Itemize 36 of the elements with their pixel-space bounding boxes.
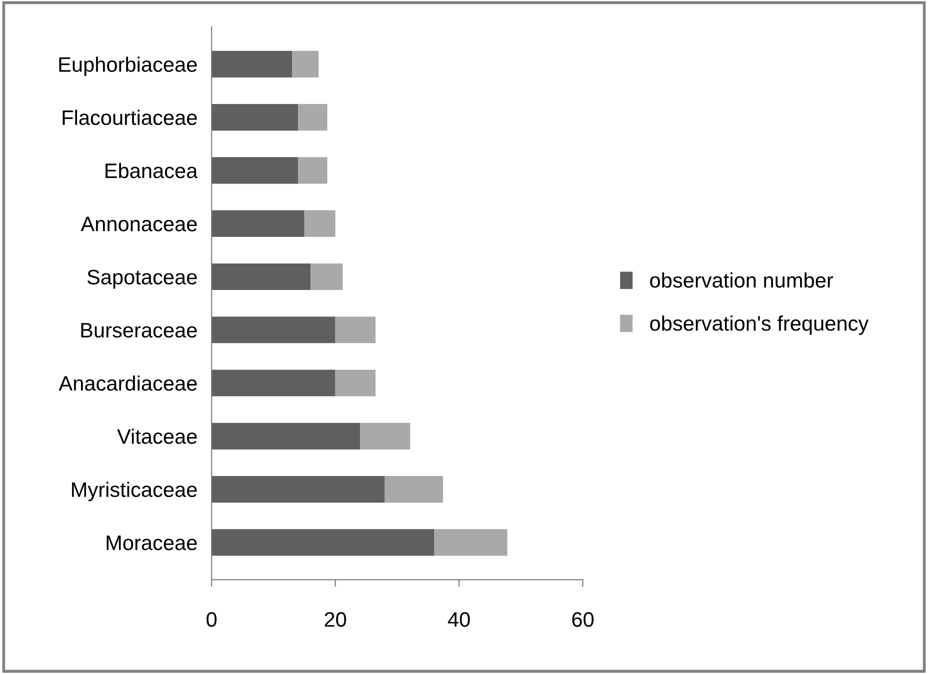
y-tick-label: Myristicaceae (72, 482, 197, 502)
bar (360, 422, 410, 450)
y-tick-label: Anacardiaceae (58, 375, 197, 391)
bar (212, 210, 304, 237)
y-tick-label: Moraceae (106, 536, 197, 550)
legend-label: observation's frequency (650, 315, 869, 335)
y-tick-label: Euphorbiaceae (59, 56, 197, 76)
bar (434, 529, 508, 556)
y-tick-label: Ebanacea (106, 162, 198, 178)
bar (292, 50, 319, 78)
bar (304, 210, 336, 237)
x-tick-label: 20 (324, 612, 346, 627)
bar (384, 476, 443, 503)
bar (212, 157, 298, 184)
y-tick-label: Vitaceae (117, 428, 197, 444)
y-tick-label: Burseraceae (81, 323, 197, 338)
bar (212, 422, 360, 450)
bar (335, 316, 376, 344)
y-tick-label: Sapotaceae (87, 270, 197, 289)
bar (335, 370, 376, 396)
bar (212, 529, 434, 556)
bar (212, 370, 336, 396)
legend-label: observation number (650, 272, 834, 288)
bar (212, 104, 298, 131)
bar (212, 263, 311, 290)
x-tick-label: 60 (572, 612, 594, 627)
bar (298, 157, 328, 184)
y-tick-label: Flacourtiaceae (62, 110, 197, 126)
bar (212, 50, 292, 78)
bar (212, 476, 385, 503)
x-tick-label: 0 (206, 612, 217, 627)
bar (310, 263, 343, 290)
x-tick-label: 40 (448, 612, 470, 627)
bar (212, 316, 336, 344)
bar (298, 104, 328, 131)
y-tick-label: Annonaceae (80, 216, 197, 232)
